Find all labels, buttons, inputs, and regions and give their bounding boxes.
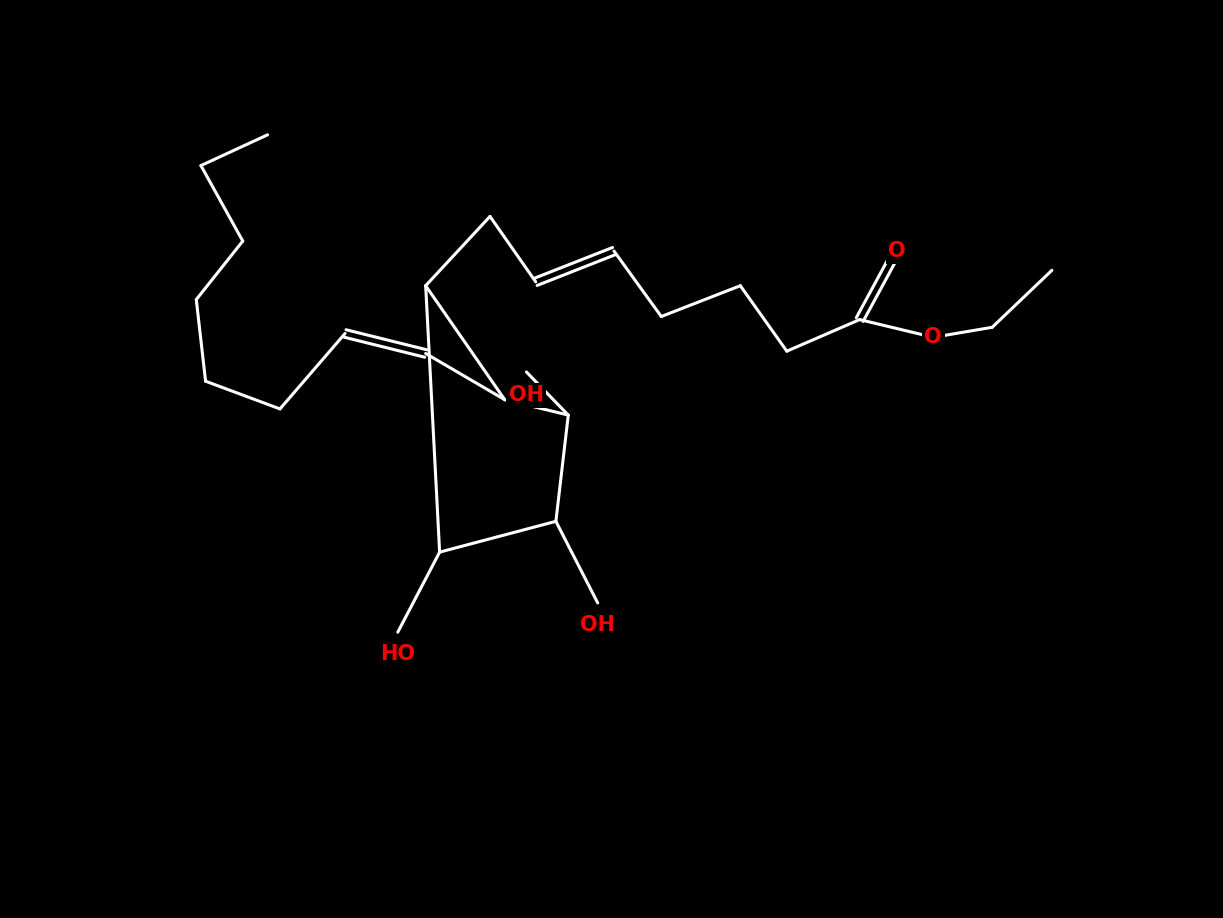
Text: O: O (925, 328, 942, 347)
Text: OH: OH (580, 614, 615, 634)
Text: HO: HO (380, 644, 416, 664)
Text: O: O (888, 241, 906, 261)
Text: OH: OH (509, 385, 544, 405)
